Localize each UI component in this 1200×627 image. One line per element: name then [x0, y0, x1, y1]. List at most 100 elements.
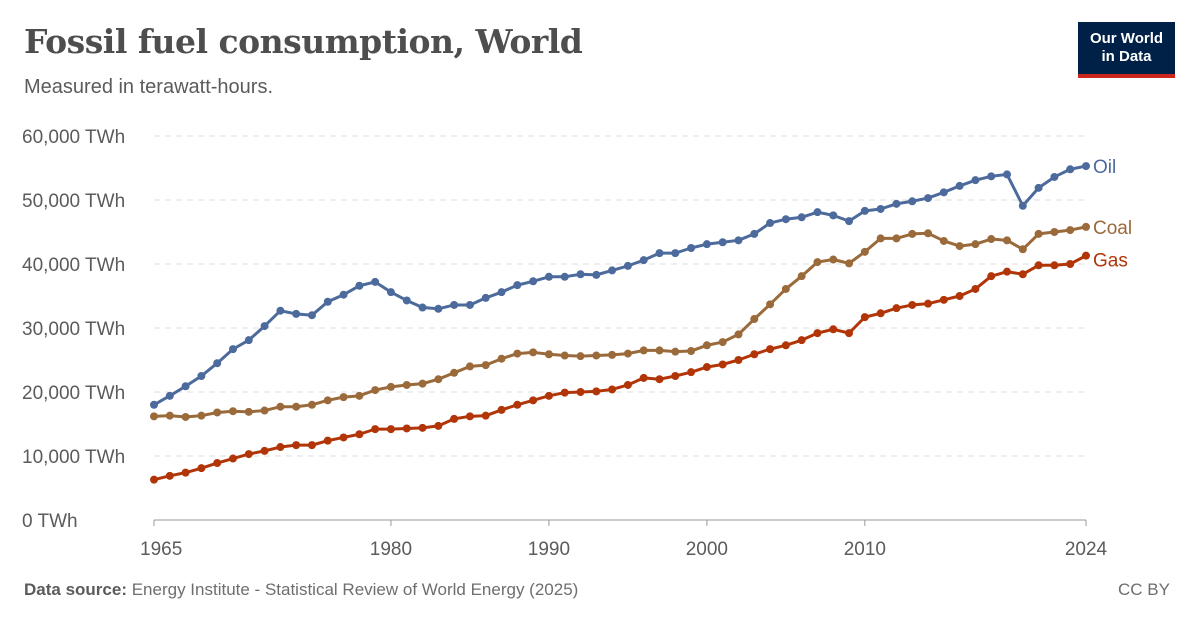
- gas-data-point: [924, 299, 933, 308]
- coal-data-point: [655, 346, 664, 355]
- oil-data-point: [465, 300, 474, 309]
- gas-data-point: [150, 475, 158, 484]
- y-tick-label: 40,000 TWh: [22, 255, 125, 276]
- coal-data-point: [529, 348, 538, 357]
- oil-data-point: [197, 372, 206, 380]
- coal-data-point: [544, 350, 553, 359]
- gas-data-point: [1034, 261, 1043, 270]
- coal-data-point: [987, 235, 996, 244]
- coal-data-point: [165, 411, 174, 420]
- coal-data-point: [1050, 228, 1059, 236]
- gas-data-point: [892, 304, 901, 313]
- coal-data-point: [750, 315, 759, 324]
- coal-data-point: [402, 380, 411, 389]
- oil-data-point: [1066, 165, 1075, 174]
- gas-data-point: [181, 468, 190, 477]
- gas-data-point: [1003, 267, 1012, 276]
- oil-data-point: [845, 217, 854, 226]
- oil-data-point: [307, 311, 316, 320]
- page-title: Fossil fuel consumption, World: [24, 22, 583, 61]
- oil-data-point: [971, 176, 980, 185]
- gas-data-point: [465, 412, 474, 421]
- coal-data-point: [434, 375, 443, 384]
- gas-data-point: [797, 336, 806, 345]
- logo-line-2: in Data: [1101, 48, 1152, 65]
- gas-data-point: [497, 405, 506, 414]
- coal-data-point: [260, 406, 269, 415]
- coal-data-point: [687, 347, 696, 356]
- oil-data-point: [924, 194, 933, 203]
- oil-data-point: [702, 240, 711, 249]
- y-tick-label: 0 TWh: [22, 511, 78, 532]
- y-tick-label: 60,000 TWh: [22, 127, 125, 148]
- y-tick-label: 10,000 TWh: [22, 447, 125, 468]
- oil-data-point: [1050, 172, 1059, 181]
- oil-data-point: [718, 238, 727, 247]
- oil-data-point: [355, 281, 364, 290]
- oil-data-point: [876, 204, 885, 213]
- x-tick-label: 2024: [1065, 539, 1108, 560]
- coal-data-point: [955, 242, 964, 251]
- coal-data-point: [371, 386, 380, 395]
- oil-data-point: [402, 296, 411, 305]
- coal-data-point: [623, 349, 632, 358]
- x-tick-label: 1990: [528, 539, 570, 560]
- page-subtitle: Measured in terawatt-hours.: [24, 76, 274, 98]
- gas-data-point: [845, 329, 854, 338]
- y-tick-label: 30,000 TWh: [22, 319, 125, 340]
- gas-data-point: [513, 400, 522, 409]
- gas-data-point: [608, 385, 617, 394]
- gas-data-point: [418, 423, 427, 432]
- x-tick-label: 2000: [686, 539, 728, 560]
- oil-data-point: [150, 400, 158, 409]
- gas-data-point: [766, 345, 775, 354]
- coal-data-point: [181, 412, 190, 421]
- coal-data-point: [560, 351, 569, 360]
- owid-logo[interactable]: Our World in Data: [1078, 22, 1175, 78]
- gas-data-point: [1018, 270, 1027, 279]
- oil-data-point: [497, 288, 506, 297]
- coal-data-point: [513, 349, 522, 358]
- oil-data-point: [181, 382, 190, 391]
- oil-data-point: [987, 172, 996, 181]
- oil-data-point: [860, 206, 869, 215]
- oil-data-point: [418, 303, 427, 312]
- license[interactable]: CC BY: [1118, 580, 1170, 599]
- coal-data-point: [718, 338, 727, 347]
- coal-legend-label: Coal: [1093, 218, 1132, 239]
- oil-data-point: [734, 236, 743, 245]
- gas-data-point: [260, 446, 269, 455]
- gas-data-point: [750, 350, 759, 359]
- coal-data-point: [845, 259, 854, 268]
- gas-data-point: [987, 272, 996, 281]
- oil-data-point: [386, 288, 395, 297]
- coal-data-point: [797, 272, 806, 281]
- oil-data-point: [560, 272, 569, 281]
- oil-data-point: [228, 345, 237, 354]
- coal-data-point: [244, 407, 253, 416]
- gas-data-point: [734, 356, 743, 364]
- gas-data-point: [813, 329, 822, 338]
- gas-data-point: [829, 325, 838, 334]
- coal-data-point: [892, 234, 901, 243]
- oil-data-point: [213, 359, 222, 368]
- coal-data-point: [781, 284, 790, 293]
- coal-data-point: [860, 247, 869, 256]
- coal-data-point: [465, 362, 474, 371]
- coal-data-point: [481, 361, 490, 370]
- gas-data-point: [939, 295, 948, 304]
- coal-data-point: [576, 352, 585, 361]
- oil-series-line: [153, 164, 1087, 407]
- gas-data-point: [1066, 260, 1075, 268]
- y-tick-label: 20,000 TWh: [22, 383, 125, 404]
- coal-data-point: [228, 407, 237, 416]
- oil-data-point: [576, 270, 585, 279]
- gas-data-point: [529, 396, 538, 405]
- gas-data-point: [1082, 251, 1090, 260]
- gas-data-point: [339, 433, 348, 442]
- oil-data-point: [244, 336, 253, 345]
- gas-data-point: [386, 425, 395, 434]
- data-source-text[interactable]: Energy Institute - Statistical Review of…: [131, 580, 579, 599]
